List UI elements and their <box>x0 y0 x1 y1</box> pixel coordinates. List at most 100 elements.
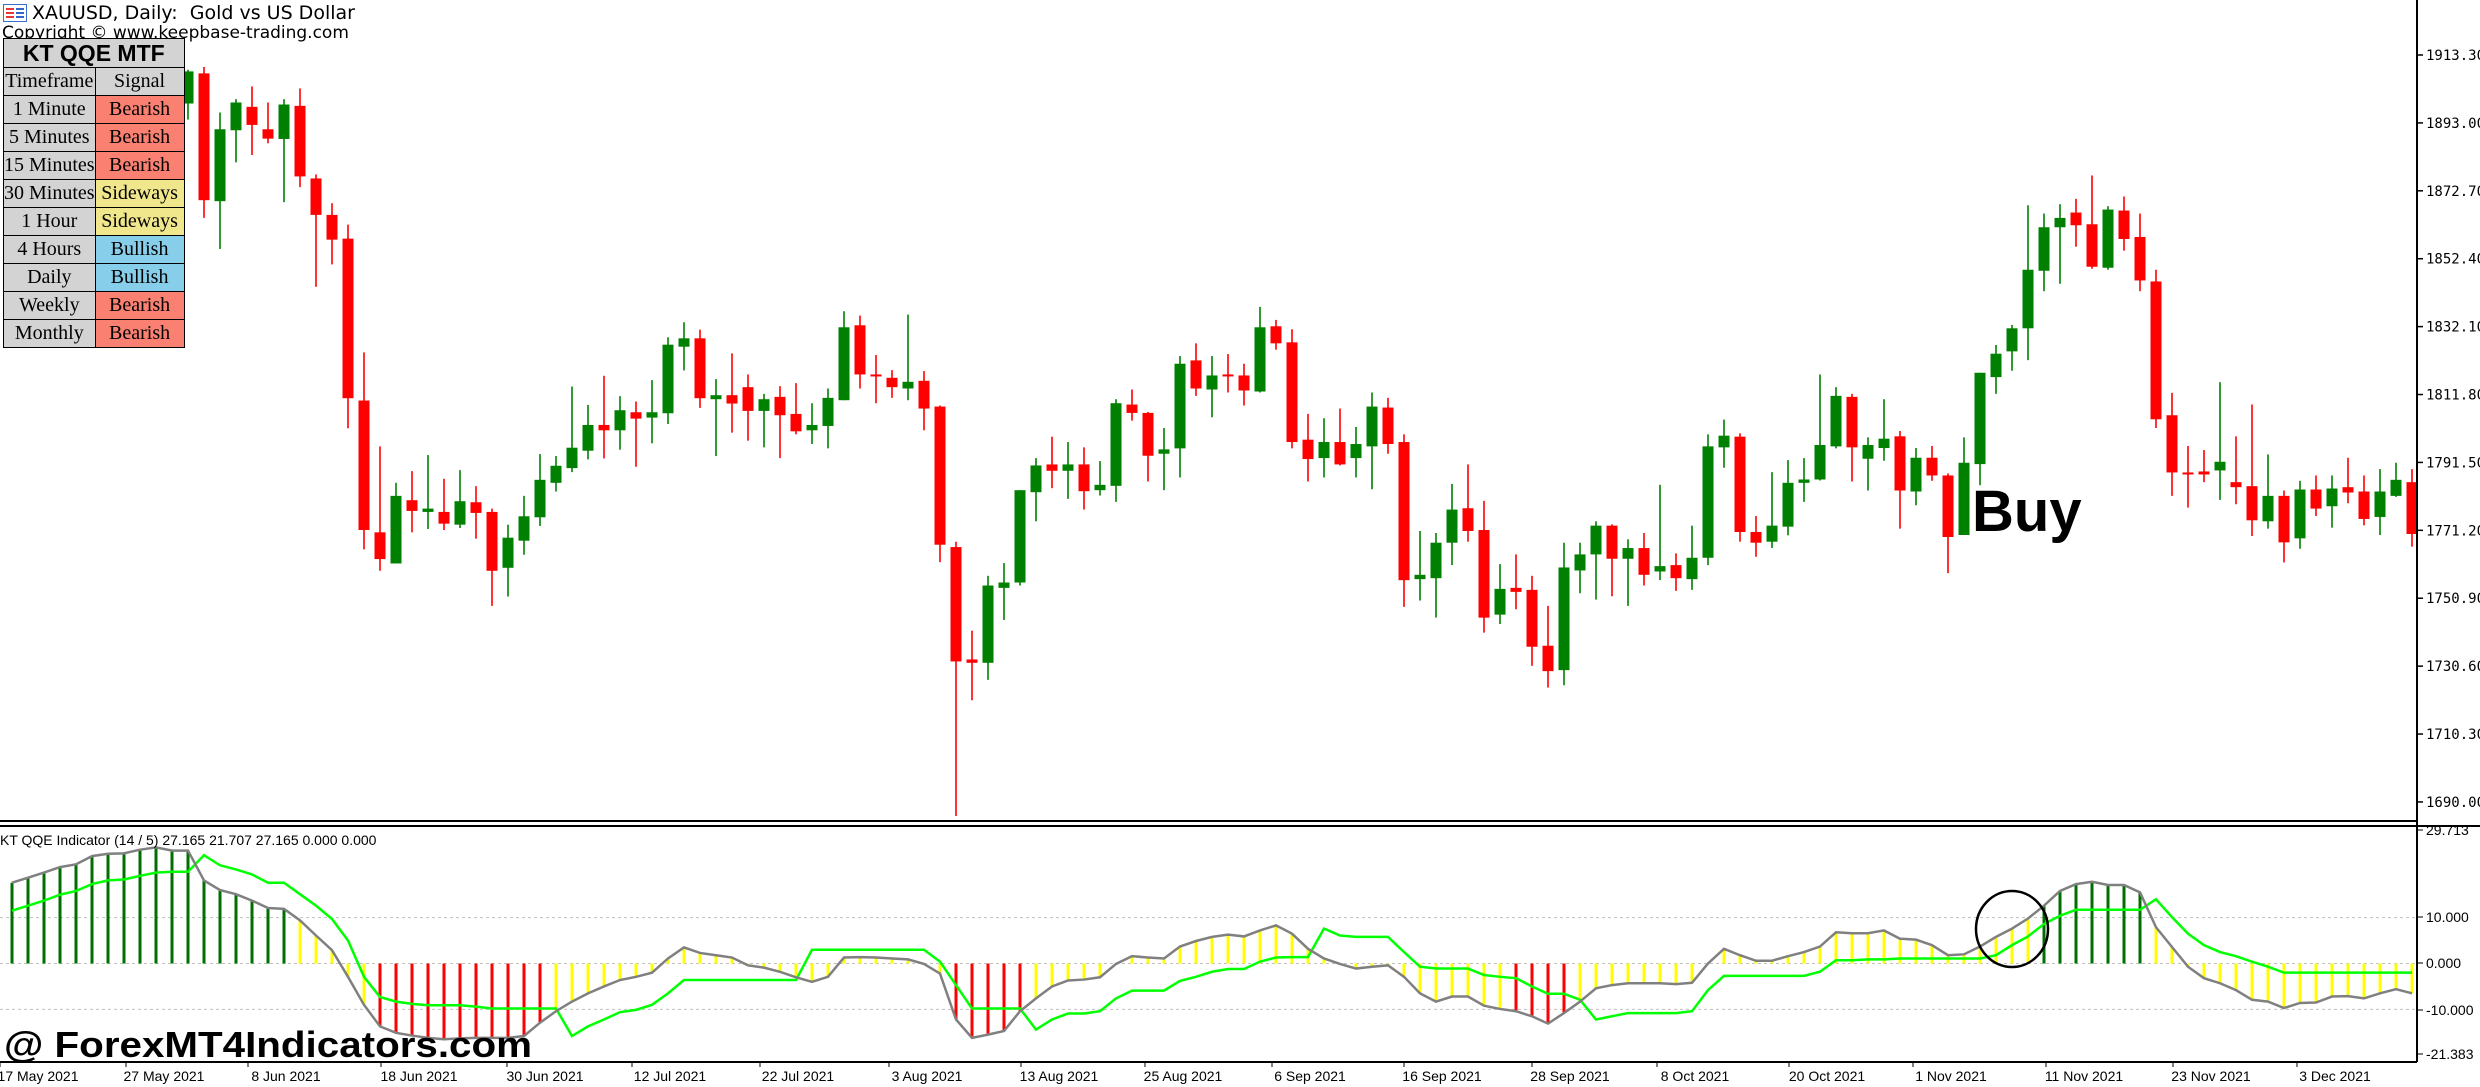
table-row: Monthly Bearish <box>3 319 185 348</box>
candle <box>870 355 882 404</box>
candle <box>2246 404 2258 537</box>
histogram-bar <box>298 920 302 964</box>
candle <box>1350 426 1362 478</box>
candle <box>2262 454 2274 529</box>
indicator-tick-label: 10.000 <box>2426 909 2469 925</box>
histogram-bar <box>1290 933 1294 964</box>
histogram-bar <box>586 963 590 994</box>
candle-body <box>822 397 834 426</box>
timeframe-cell: 15 Minutes <box>3 151 96 180</box>
histogram-bar <box>1674 963 1678 985</box>
candle-body <box>294 105 306 177</box>
candle <box>2134 213 2146 292</box>
candle <box>342 224 354 429</box>
candle <box>1334 408 1346 466</box>
candle <box>1862 437 1874 491</box>
candle <box>454 470 466 528</box>
price-tick-label: 1771.20 <box>2426 523 2480 539</box>
candle <box>1654 484 1666 581</box>
candle-body <box>310 178 322 215</box>
time-axis: 17 May 2021 27 May 2021 8 Jun 2021 18 Jun 2… <box>0 1062 2371 1084</box>
histogram-bar <box>346 963 350 977</box>
candle-body <box>1574 554 1586 571</box>
histogram-bar <box>2410 963 2414 994</box>
histogram-bar <box>10 882 14 964</box>
table-row: 4 Hours Bullish <box>3 235 185 264</box>
histogram-bar <box>634 963 638 977</box>
histogram-bar <box>2394 963 2398 990</box>
candle-body <box>838 327 850 401</box>
histogram-bar <box>1562 963 1566 1014</box>
signal-cell: Bullish <box>94 263 185 292</box>
histogram-bar <box>2362 963 2366 999</box>
candle-body <box>1910 457 1922 492</box>
candle <box>1798 458 1810 502</box>
candle-body <box>1590 525 1602 555</box>
table-row: 5 Minutes Bearish <box>3 123 185 152</box>
candle-body <box>1622 548 1634 559</box>
candle-body <box>1206 375 1218 390</box>
histogram-bar <box>218 890 222 964</box>
candle <box>1510 554 1522 610</box>
indicator-axis: 29.713 10.000 0.000 -10.000 -21.383 <box>2417 822 2474 1062</box>
candle <box>1478 500 1490 633</box>
candle <box>630 401 642 467</box>
histogram-bar <box>442 963 446 1040</box>
histogram-bar <box>1642 963 1646 984</box>
candle <box>1814 374 1826 481</box>
candle-body <box>1798 479 1810 483</box>
candle-body <box>454 501 466 525</box>
candle-body <box>470 502 482 513</box>
signal-cell: Sideways <box>94 179 185 208</box>
candle <box>950 541 962 816</box>
candle-body <box>1766 525 1778 542</box>
candle-body <box>2118 210 2130 239</box>
candle <box>1942 473 1954 574</box>
price-axis: 1913.30 1893.00 1872.70 1852.40 1832.10 1811.… <box>2416 0 2480 1062</box>
candle <box>534 454 546 526</box>
candle <box>1286 329 1298 449</box>
histogram-bar <box>1738 955 1742 964</box>
histogram-bar <box>2106 885 2110 964</box>
candle <box>1670 553 1682 591</box>
histogram-bar <box>1162 958 1166 964</box>
candle-body <box>2022 269 2034 329</box>
table-row: 1 Hour Sideways <box>3 207 185 236</box>
time-tick-label: 11 Nov 2021 <box>2045 1068 2124 1084</box>
candle <box>774 386 786 459</box>
candle <box>646 380 658 444</box>
candle-body <box>2358 491 2370 519</box>
histogram-bar <box>362 963 366 1005</box>
candle <box>1270 319 1282 350</box>
candle-body <box>1686 557 1698 580</box>
candle <box>1686 525 1698 590</box>
table-title: KT QQE MTF <box>3 38 185 68</box>
histogram-bar <box>1850 933 1854 964</box>
candle-body <box>214 129 226 202</box>
candle-body <box>982 585 994 663</box>
signal-cell: Bearish <box>94 95 185 124</box>
histogram-bar <box>1418 963 1422 994</box>
histogram-bar <box>1690 963 1694 983</box>
histogram-bar <box>1866 933 1870 964</box>
candle <box>582 404 594 460</box>
histogram-bar <box>1146 957 1150 964</box>
histogram-bar <box>458 963 462 1039</box>
candle <box>1014 490 1026 586</box>
candle <box>1318 418 1330 478</box>
candle-body <box>1238 375 1250 391</box>
candle-body <box>182 71 194 104</box>
candle-body <box>2230 482 2242 488</box>
chart-title: XAUUSD, Daily: Gold vs US Dollar <box>32 2 355 24</box>
candle <box>1910 448 1922 506</box>
candle <box>758 393 770 448</box>
candle-body <box>502 537 514 568</box>
signal-cell: Sideways <box>94 207 185 236</box>
candle-body <box>1382 407 1394 445</box>
candle <box>806 403 818 445</box>
time-tick-label: 25 Aug 2021 <box>1144 1068 1223 1084</box>
candle-body <box>1158 449 1170 454</box>
histogram-bar <box>954 963 958 1020</box>
candle <box>2150 269 2162 428</box>
